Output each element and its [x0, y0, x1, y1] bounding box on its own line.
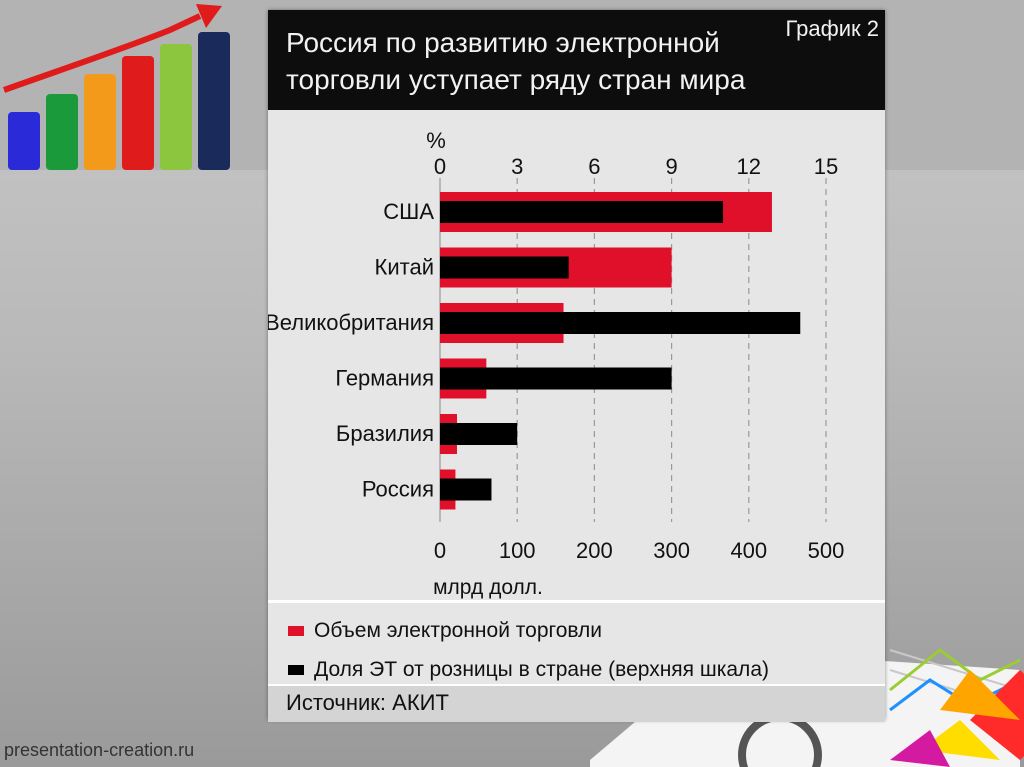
category-labels: США Китай Великобритания Германия Бразилия Ро… — [268, 199, 434, 502]
legend-swatch-volume — [288, 626, 304, 636]
category-label: Великобритания — [268, 310, 434, 335]
top-axis-ticks: 0 3 6 9 12 15 — [434, 154, 838, 179]
top-tick-label: 3 — [511, 154, 523, 179]
grid — [439, 178, 827, 522]
series-share — [440, 201, 801, 501]
legend-separator — [268, 600, 885, 603]
legend-item-share: Доля ЭТ от розницы в стране (верхняя шка… — [288, 655, 769, 685]
bottom-tick-label: 300 — [653, 538, 690, 563]
category-label: Бразилия — [336, 421, 434, 446]
top-tick-label: 15 — [814, 154, 838, 179]
site-caption: presentation-creation.ru — [4, 740, 195, 760]
bottom-tick-label: 500 — [808, 538, 845, 563]
bar-share — [440, 256, 569, 279]
bar-share — [440, 367, 672, 390]
category-label: США — [383, 199, 434, 224]
bar-share — [440, 478, 492, 501]
bottom-tick-label: 400 — [730, 538, 767, 563]
category-label: Китай — [375, 255, 434, 280]
category-label: Германия — [335, 366, 434, 391]
growth-chart-logo-icon — [2, 4, 230, 170]
category-label: Россия — [362, 477, 434, 502]
bottom-tick-label: 100 — [499, 538, 536, 563]
chart-panel: Россия по развитию электронной торговли … — [268, 10, 885, 722]
bottom-axis-label: млрд долл. — [433, 576, 543, 599]
chart-number-label: График 2 — [785, 16, 879, 41]
bottom-tick-label: 0 — [434, 538, 446, 563]
top-tick-label: 6 — [588, 154, 600, 179]
top-tick-label: 0 — [434, 154, 446, 179]
legend: Объем электронной торговли Доля ЭТ от ро… — [268, 600, 885, 720]
bar-share — [440, 201, 724, 223]
legend-swatch-share — [288, 665, 304, 675]
chart-title: Россия по развитию электронной торговли … — [286, 27, 746, 95]
series-volume — [440, 192, 772, 510]
bar-share — [440, 423, 518, 445]
legend-label-share: Доля ЭТ от розницы в стране (верхняя шка… — [314, 658, 769, 681]
top-axis-label: % — [426, 128, 446, 153]
legend-label-volume: Объем электронной торговли — [314, 619, 603, 642]
bottom-axis-ticks: 0 100 200 300 400 500 — [434, 538, 844, 563]
source-bar: Источник: АКИТ — [268, 684, 885, 722]
source-text: Источник: АКИТ — [286, 690, 449, 715]
top-tick-label: 12 — [737, 154, 761, 179]
bottom-tick-label: 200 — [576, 538, 613, 563]
panel-header: Россия по развитию электронной торговли … — [268, 10, 885, 110]
top-tick-label: 9 — [665, 154, 677, 179]
legend-item-volume: Объем электронной торговли — [288, 616, 602, 646]
bar-share — [440, 312, 801, 334]
bar-chart: США Китай Великобритания Германия Бразилия Ро… — [268, 128, 844, 599]
